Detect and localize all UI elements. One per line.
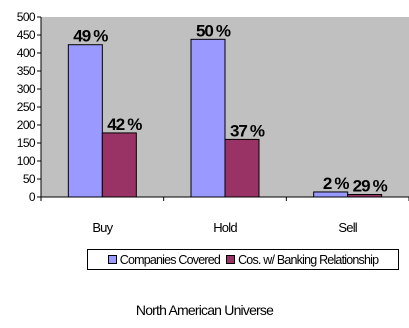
x-tick-label: Sell [338,220,357,235]
bars [67,38,383,198]
y-tick-label: 350 [17,64,36,78]
y-tick-label: 200 [17,118,36,132]
legend-item-banking-relationship: Cos. w/ Banking Relationship [226,252,379,267]
bar [101,132,137,198]
y-tick-label: 100 [17,154,36,168]
legend-label-banking-relationship: Cos. w/ Banking Relationship [238,252,379,267]
bar [67,44,103,198]
bar [190,38,226,198]
y-tick-label: 50 [23,172,36,186]
x-tick-label: Buy [92,220,113,235]
legend-swatch-banking-relationship [226,255,236,264]
legend-swatch-companies-covered [107,255,117,264]
x-tick-label: Hold [213,220,237,235]
y-axis: 0 50 100 150 200 250 300 350 400 450 500 [17,10,42,204]
legend-item-companies-covered: Companies Covered [107,252,221,267]
legend-label-companies-covered: Companies Covered [119,252,221,267]
data-label: 2% [323,174,349,193]
y-tick-label: 150 [17,136,36,150]
y-tick-label: 250 [17,100,36,114]
y-tick-label: 300 [17,82,36,96]
bar [224,138,260,198]
y-tick-label: 500 [17,10,36,24]
x-axis: Buy Hold Sell [40,196,409,235]
y-tick-label: 0 [29,190,36,204]
legend: Companies Covered Cos. w/ Banking Relati… [87,249,399,270]
chart-title: North American Universe [135,302,274,318]
y-tick-label: 450 [17,28,36,42]
y-tick-label: 400 [17,46,36,60]
